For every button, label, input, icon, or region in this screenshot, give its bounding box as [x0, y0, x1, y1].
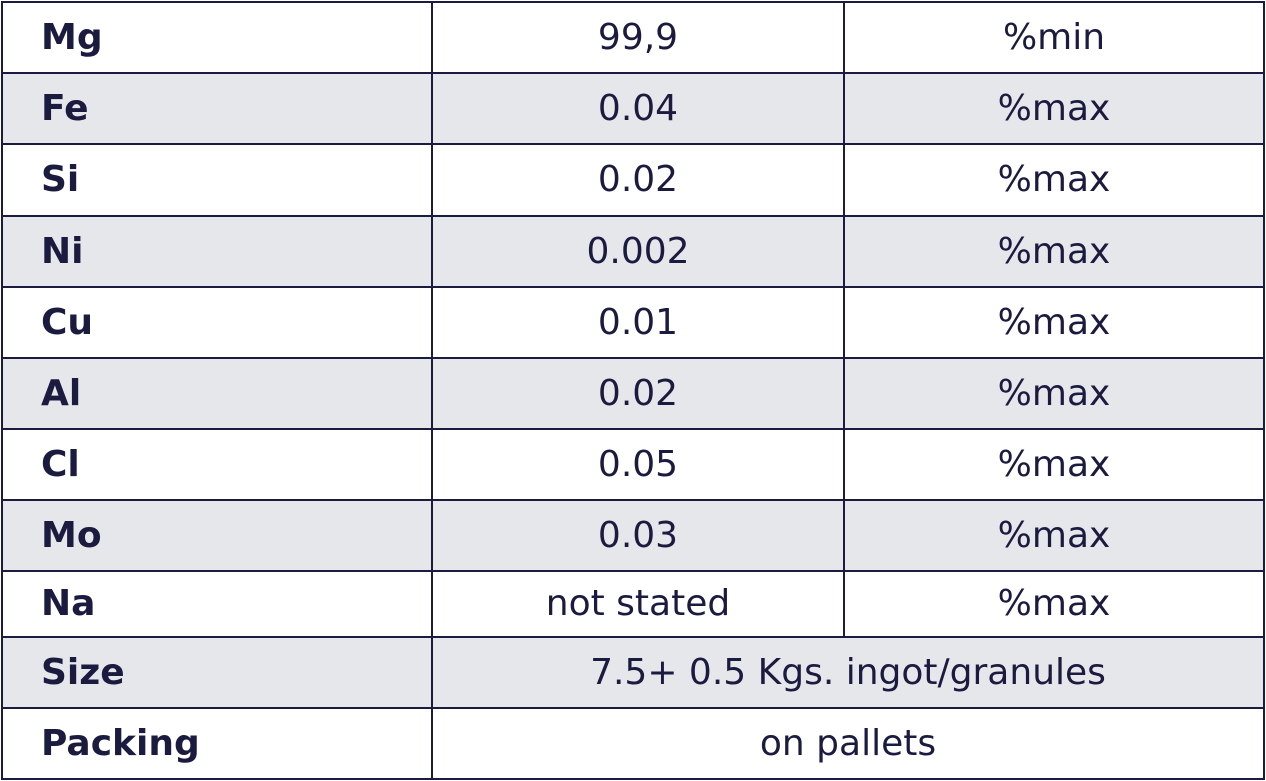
row-header-cell: Size — [1, 635, 433, 709]
table-cell: %max — [843, 143, 1265, 217]
table-cell: 0.002 — [431, 214, 845, 288]
table-cell: %max — [843, 214, 1265, 288]
table-cell: %max — [843, 72, 1265, 146]
table-cell: %max — [843, 428, 1265, 502]
table-cell: 99,9 — [431, 0, 845, 75]
table-cell: %max — [843, 499, 1265, 573]
table-cell: 0.04 — [431, 72, 845, 146]
row-header-cell: Fe — [1, 72, 433, 146]
table-cell: %max — [843, 285, 1265, 359]
table-cell: 7.5+ 0.5 Kgs. ingot/granules — [431, 635, 1265, 709]
table-cell: on pallets — [431, 706, 1265, 781]
table-cell: %min — [843, 0, 1265, 75]
table-cell: 0.05 — [431, 428, 845, 502]
row-header-cell: Packing — [1, 706, 433, 781]
table-row: Mg 99,9 %min — [1, 0, 1265, 75]
row-header-cell: Na — [1, 570, 433, 638]
row-header-cell: Cu — [1, 285, 433, 359]
table-cell: not stated — [431, 570, 845, 638]
row-header-cell: Al — [1, 356, 433, 431]
table-row: Al 0.02 %max — [1, 356, 1265, 431]
row-header-cell: Cl — [1, 428, 433, 502]
table-row: Fe 0.04 %max — [1, 72, 1265, 146]
table-row: Mo 0.03 %max — [1, 499, 1265, 573]
table-row: Cu 0.01 %max — [1, 285, 1265, 359]
table-row: Si 0.02 %max — [1, 143, 1265, 217]
table-cell: %max — [843, 356, 1265, 431]
row-header-cell: Si — [1, 143, 433, 217]
table-cell: 0.02 — [431, 143, 845, 217]
table-cell: %max — [843, 570, 1265, 638]
row-header-cell: Mg — [1, 0, 433, 75]
table-row: Packing on pallets — [1, 706, 1265, 781]
table-row: Cl 0.05 %max — [1, 428, 1265, 502]
table-row: Na not stated %max — [1, 570, 1265, 638]
table-cell: 0.01 — [431, 285, 845, 359]
table-row: Ni 0.002 %max — [1, 214, 1265, 288]
table-cell: 0.03 — [431, 499, 845, 573]
row-header-cell: Ni — [1, 214, 433, 288]
row-header-cell: Mo — [1, 499, 433, 573]
table-row: Size 7.5+ 0.5 Kgs. ingot/granules — [1, 635, 1265, 709]
table-cell: 0.02 — [431, 356, 845, 431]
